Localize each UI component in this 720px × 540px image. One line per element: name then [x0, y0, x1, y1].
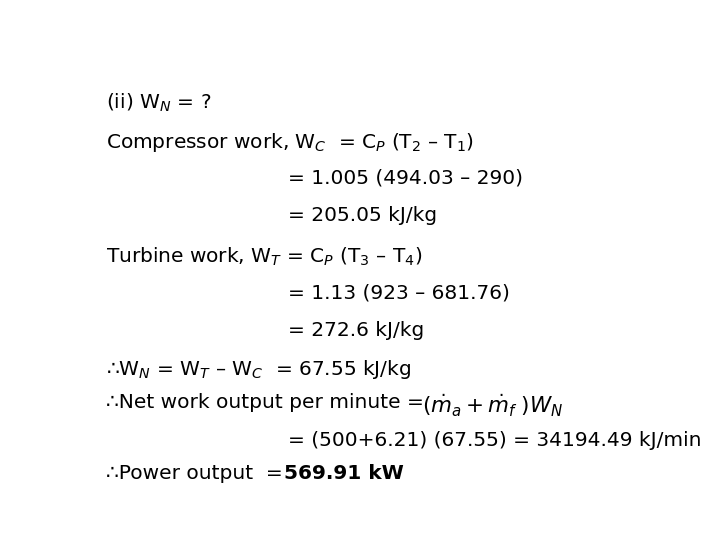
Text: $(\dot{m}_a + \dot{m}_f\;)W_N$: $(\dot{m}_a + \dot{m}_f\;)W_N$	[422, 393, 563, 419]
Text: = 272.6 kJ/kg: = 272.6 kJ/kg	[288, 321, 424, 340]
Text: Turbine work, W$_{T}$ = C$_{P}$ (T$_{3}$ – T$_{4}$): Turbine work, W$_{T}$ = C$_{P}$ (T$_{3}$…	[106, 246, 422, 268]
Text: ∴Net work output per minute =: ∴Net work output per minute =	[106, 393, 430, 412]
Text: ∴W$_{N}$ = W$_{T}$ – W$_{C}$  = 67.55 kJ/kg: ∴W$_{N}$ = W$_{T}$ – W$_{C}$ = 67.55 kJ/…	[106, 358, 411, 381]
Text: = 1.005 (494.03 – 290): = 1.005 (494.03 – 290)	[288, 168, 523, 188]
Text: ∴Power output  =: ∴Power output =	[106, 464, 289, 483]
Text: = 1.13 (923 – 681.76): = 1.13 (923 – 681.76)	[288, 283, 510, 302]
Text: = 205.05 kJ/kg: = 205.05 kJ/kg	[288, 206, 437, 225]
Text: = (500+6.21) (67.55) = 34194.49 kJ/min: = (500+6.21) (67.55) = 34194.49 kJ/min	[288, 431, 701, 450]
Text: (ii) W$_{N}$ = ?: (ii) W$_{N}$ = ?	[106, 92, 211, 114]
Text: Compressor work, W$_{C}$  = C$_{P}$ (T$_{2}$ – T$_{1}$): Compressor work, W$_{C}$ = C$_{P}$ (T$_{…	[106, 131, 474, 154]
Text: 569.91 kW: 569.91 kW	[284, 464, 404, 483]
